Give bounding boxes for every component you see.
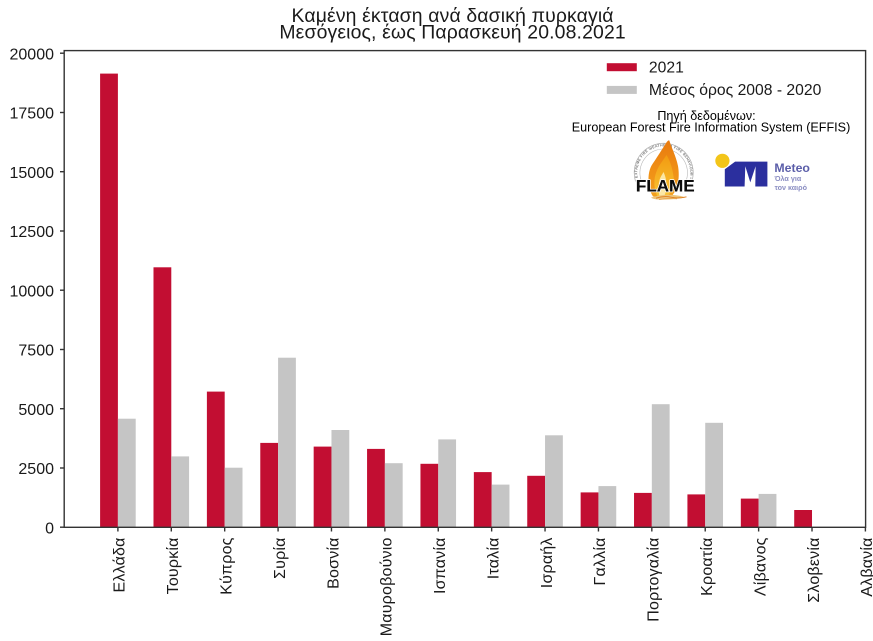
svg-text:7500: 7500 [18, 343, 54, 360]
svg-text:2500: 2500 [18, 461, 54, 478]
svg-text:Πορτογαλία: Πορτογαλία [646, 537, 663, 621]
svg-text:FLAME: FLAME [636, 176, 695, 195]
svg-text:Πηγή δεδομένων:: Πηγή δεδομένων: [657, 109, 755, 123]
svg-text:Μαυροβούνιο: Μαυροβούνιο [379, 537, 396, 636]
svg-text:FLAME: FLAME [636, 176, 695, 195]
svg-text:Συρία: Συρία [272, 537, 289, 579]
svg-text:τον καιρό: τον καιρό [775, 183, 808, 192]
svg-text:0: 0 [45, 520, 54, 537]
svg-text:Μεσόγειος, έως Παρασκευή 20.08: Μεσόγειος, έως Παρασκευή 20.08.2021 [279, 22, 625, 44]
svg-text:Ισπανία: Ισπανία [432, 537, 449, 594]
svg-text:Καμένη έκταση ανά δασική πυρκα: Καμένη έκταση ανά δασική πυρκαγιά [292, 5, 614, 27]
svg-text:20000: 20000 [10, 46, 55, 63]
svg-text:15000: 15000 [10, 165, 55, 182]
svg-text:Ισραήλ: Ισραήλ [539, 537, 556, 588]
svg-text:Σλοβενία: Σλοβενία [806, 537, 823, 602]
svg-text:5000: 5000 [18, 402, 54, 419]
svg-text:Αλβανία: Αλβανία [859, 537, 873, 596]
svg-text:2021: 2021 [649, 60, 684, 77]
svg-text:Μέσος όρος 2008 - 2020: Μέσος όρος 2008 - 2020 [649, 82, 822, 99]
svg-text:Ελλάδα: Ελλάδα [112, 537, 129, 592]
svg-text:12500: 12500 [10, 224, 55, 241]
svg-text:Κροατία: Κροατία [699, 537, 716, 595]
svg-text:Όλα για: Όλα για [774, 174, 802, 183]
svg-text:Τουρκία: Τουρκία [165, 537, 182, 594]
svg-text:Γαλλία: Γαλλία [592, 537, 609, 585]
svg-text:17500: 17500 [10, 106, 55, 123]
svg-text:Βοσνία: Βοσνία [325, 537, 342, 588]
svg-text:10000: 10000 [10, 283, 55, 300]
svg-text:Λίβανος: Λίβανος [752, 537, 769, 596]
svg-text:Ιταλία: Ιταλία [485, 537, 502, 579]
svg-text:European Forest Fire Informati: European Forest Fire Information System … [572, 120, 851, 134]
svg-text:Meteo: Meteo [774, 161, 810, 175]
svg-text:Κύπρος: Κύπρος [218, 537, 235, 594]
